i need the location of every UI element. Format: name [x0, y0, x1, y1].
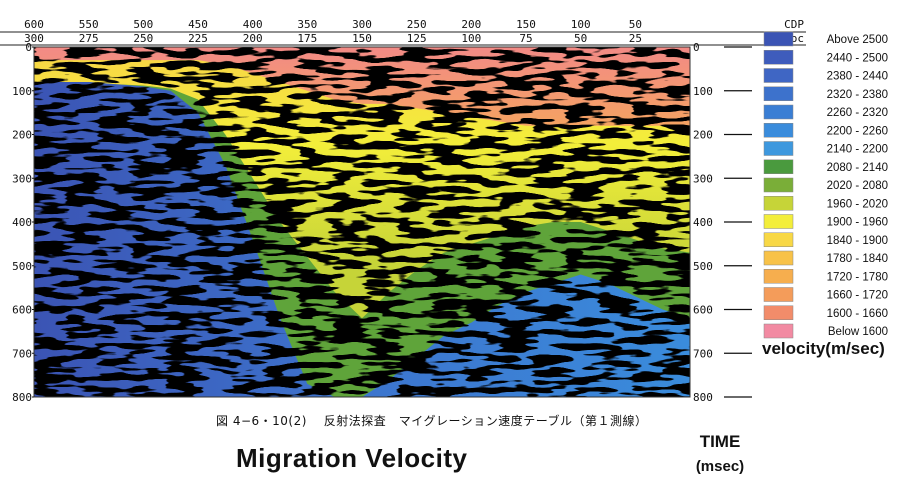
figure-caption: 図 4−6・10(2) 反射法探査 マイグレーション速度テーブル（第１測線）: [216, 414, 648, 428]
legend-entry-label: 1960 - 2020: [827, 198, 888, 210]
cdp-tick-label: 300: [352, 18, 372, 31]
cdp-tick-label: 200: [461, 18, 481, 31]
legend-entry-label: 1600 - 1660: [827, 308, 888, 320]
legend-title: velocity(m/sec): [762, 339, 885, 358]
time-tick-label-right: 300: [693, 172, 713, 185]
time-tick-label: 700: [12, 347, 32, 360]
legend-swatch: [763, 68, 794, 83]
kloc-tick-label: 225: [188, 32, 208, 45]
cdp-tick-label: 100: [571, 18, 591, 31]
kloc-tick-label: 150: [352, 32, 372, 45]
legend-swatch: [763, 287, 794, 302]
seismic-wiggle-overlay: [34, 47, 690, 397]
time-tick-label: 500: [12, 260, 32, 273]
cdp-tick-label: 50: [629, 18, 642, 31]
time-tick-label: 600: [12, 304, 32, 317]
legend-entry-label: 2020 - 2080: [827, 180, 888, 192]
time-tick-label: 0: [25, 41, 32, 54]
legend-entry-label: Below 1600: [828, 326, 888, 338]
time-tick-label: 400: [12, 216, 32, 229]
time-axis-right: 0 100 200 300 400 500 600 700 800: [693, 41, 752, 404]
legend-swatch: [763, 250, 794, 266]
legend-swatch: [763, 123, 794, 138]
velocity-legend: Above 2500 2440 - 2500 2380 - 2440 2320 - 2…: [763, 31, 888, 339]
legend-entry-label: 1780 - 1840: [827, 253, 888, 265]
legend-entry-label: 2200 - 2260: [827, 125, 888, 137]
time-tick-label: 200: [12, 129, 32, 142]
time-tick-label-right: 0: [693, 41, 700, 54]
legend-swatch: [763, 31, 794, 47]
time-tick-label: 100: [12, 85, 32, 98]
legend-swatch: [763, 141, 794, 156]
top-axis-header: 600 550 500 450 400 350 300 250 200 150 100 50 300 2…: [0, 18, 806, 46]
chart-title: Migration Velocity: [236, 443, 468, 473]
cdp-axis-label: CDP: [784, 18, 804, 31]
legend-swatch: [763, 104, 794, 120]
legend-swatch: [763, 323, 794, 339]
kloc-tick-label: 200: [243, 32, 263, 45]
kloc-tick-label: 50: [574, 32, 587, 45]
legend-entry-label: 2380 - 2440: [827, 71, 888, 83]
legend-entry-label: 2260 - 2320: [827, 107, 888, 119]
legend-swatch: [763, 86, 794, 101]
time-tick-label-right: 200: [693, 129, 713, 142]
kloc-tick-label: 75: [519, 32, 532, 45]
kloc-tick-label: 250: [133, 32, 153, 45]
time-tick-label-right: 700: [693, 347, 713, 360]
legend-entry-label: 2080 - 2140: [827, 162, 888, 174]
time-axis-label: TIME: [699, 432, 741, 451]
legend-entry-label: 2140 - 2200: [827, 144, 888, 156]
kloc-tick-label: 125: [407, 32, 427, 45]
legend-swatch: [763, 159, 794, 174]
legend-entry-label: 2320 - 2380: [827, 89, 888, 101]
kloc-tick-label: 25: [629, 32, 642, 45]
cdp-tick-label: 350: [297, 18, 317, 31]
time-tick-label-right: 500: [693, 260, 713, 273]
cdp-tick-label: 500: [133, 18, 153, 31]
cdp-tick-label: 400: [243, 18, 263, 31]
kloc-tick-label: 275: [79, 32, 99, 45]
cdp-tick-label: 450: [188, 18, 208, 31]
legend-swatch: [763, 232, 794, 247]
cdp-tick-label: 550: [79, 18, 99, 31]
velocity-section: [34, 47, 690, 397]
legend-entry-label: 1720 - 1780: [827, 271, 888, 283]
legend-swatch: [763, 50, 794, 65]
kloc-tick-label: 100: [461, 32, 481, 45]
legend-entry-label: Above 2500: [827, 34, 888, 46]
legend-swatch: [763, 214, 794, 229]
kloc-tick-label: 175: [297, 32, 317, 45]
time-tick-label: 300: [12, 172, 32, 185]
legend-swatch: [763, 177, 794, 193]
legend-swatch: [763, 196, 794, 211]
kloc-tick-label: 300: [24, 32, 44, 45]
time-tick-label-right: 600: [693, 304, 713, 317]
time-axis-left: 0 100 200 300 400 500 600 700 800: [12, 41, 34, 404]
time-axis-unit: (msec): [695, 458, 745, 475]
legend-entry-label: 1840 - 1900: [827, 235, 888, 247]
time-tick-label-right: 800: [693, 391, 713, 404]
time-tick-label-right: 100: [693, 85, 713, 98]
cdp-tick-label: 250: [407, 18, 427, 31]
legend-entry-label: 1900 - 1960: [827, 217, 888, 229]
legend-entry-label: 2440 - 2500: [827, 52, 888, 64]
time-tick-label-right: 400: [693, 216, 713, 229]
cdp-tick-label: 150: [516, 18, 536, 31]
legend-swatch: [763, 305, 794, 320]
cdp-tick-label: 600: [24, 18, 44, 31]
time-tick-label: 800: [12, 391, 32, 404]
legend-entry-label: 1660 - 1720: [827, 290, 888, 302]
legend-swatch: [763, 269, 794, 284]
